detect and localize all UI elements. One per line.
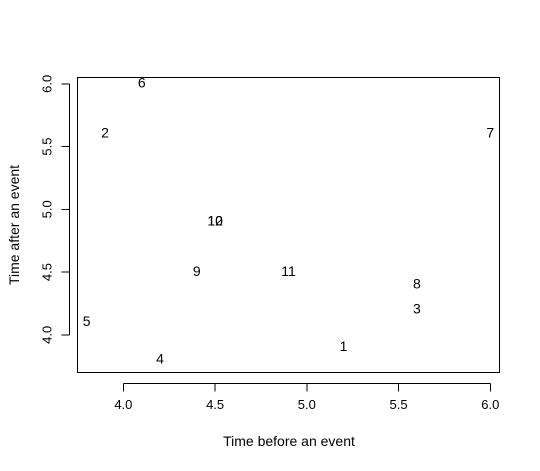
- y-tick-label: 5.0: [39, 200, 54, 218]
- y-axis-title: Time after an event: [6, 165, 22, 285]
- point-label-3: 3: [413, 300, 421, 316]
- y-tick-label: 4.0: [39, 326, 54, 344]
- point-label-10: 10: [207, 213, 223, 229]
- point-label-8: 8: [413, 275, 421, 291]
- x-tick-label: 4.5: [206, 397, 224, 412]
- x-tick-label: 5.0: [298, 397, 316, 412]
- x-tick-label: 5.5: [390, 397, 408, 412]
- point-label-4: 4: [156, 351, 164, 367]
- x-tick-label: 4.0: [114, 397, 132, 412]
- plot-frame: [77, 77, 500, 373]
- y-tick-label: 4.5: [39, 263, 54, 281]
- point-label-2: 2: [101, 125, 109, 141]
- point-label-5: 5: [83, 313, 91, 329]
- y-axis: 4.0 4.5 5.0 5.5 6.0: [39, 75, 70, 344]
- point-label-1: 1: [340, 338, 348, 354]
- x-axis: 4.0 4.5 5.0 5.5 6.0: [114, 383, 499, 412]
- point-label-6: 6: [138, 74, 146, 90]
- point-label-12: 12: [207, 213, 223, 229]
- point-label-7: 7: [486, 125, 494, 141]
- x-tick-label: 6.0: [481, 397, 499, 412]
- point-label-9: 9: [193, 263, 201, 279]
- point-label-11: 11: [281, 263, 296, 279]
- y-tick-label: 5.5: [39, 138, 54, 156]
- x-axis-title: Time before an event: [223, 433, 355, 449]
- y-tick-label: 6.0: [39, 75, 54, 93]
